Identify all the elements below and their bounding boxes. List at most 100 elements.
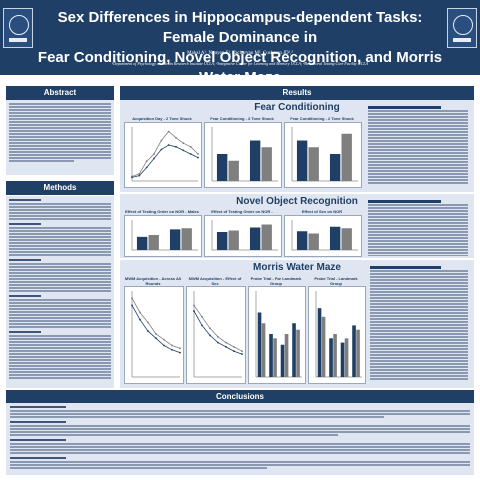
series-line-1 — [193, 305, 243, 352]
data-point — [225, 346, 227, 348]
chart-fear-acquisition — [124, 122, 202, 188]
chart-probe-far-landmark — [248, 286, 306, 384]
bar — [329, 226, 341, 250]
bar — [308, 147, 319, 181]
data-point — [175, 145, 177, 148]
mwm-panel: Morris Water Maze MWM Acquisition - Acro… — [120, 260, 474, 388]
bar — [228, 230, 239, 250]
bar — [329, 154, 341, 181]
ucla-logo-left — [3, 8, 33, 48]
series-line-2 — [131, 144, 199, 178]
chart-nor-males — [124, 215, 202, 257]
data-point — [201, 324, 203, 327]
icm-logo-right — [447, 8, 477, 48]
bar — [169, 229, 181, 250]
bar — [284, 334, 289, 377]
fear-conditioning-notes — [366, 104, 470, 188]
bar — [228, 160, 239, 181]
abstract-body — [6, 100, 114, 175]
logo-bar — [453, 38, 471, 42]
chart-title: Fear Conditioning - 2 Tone Shock — [290, 116, 354, 121]
data-point — [189, 145, 192, 148]
series-line-1 — [131, 298, 181, 349]
bar — [280, 344, 285, 377]
chart-fear-3-tone — [204, 122, 282, 188]
data-point — [241, 353, 243, 355]
bar — [296, 329, 300, 377]
bar — [216, 232, 228, 250]
data-point — [182, 149, 185, 152]
data-point — [209, 334, 211, 337]
data-point — [175, 136, 177, 139]
bar — [341, 133, 352, 181]
series-line-1 — [131, 130, 199, 177]
bar — [308, 233, 319, 250]
title-line-1: Sex Differences in Hippocampus-dependent… — [57, 9, 423, 46]
data-point — [179, 351, 181, 354]
data-point — [138, 174, 141, 177]
mwm-notes — [368, 264, 470, 384]
bar — [269, 334, 273, 377]
bar — [249, 140, 261, 181]
data-point — [217, 341, 219, 344]
data-point — [193, 310, 195, 312]
data-point — [131, 176, 133, 179]
bar — [216, 154, 228, 181]
nor-panel: Novel Object Recognition Effect of Testi… — [120, 194, 474, 258]
data-point — [233, 346, 235, 348]
data-point — [197, 156, 199, 159]
data-point — [145, 166, 148, 169]
data-point — [153, 153, 155, 155]
bar — [321, 316, 326, 377]
data-point — [197, 153, 199, 155]
data-point — [131, 304, 133, 307]
abstract-header: Abstract — [6, 86, 114, 100]
bar — [261, 323, 266, 377]
conclusions-body — [6, 403, 474, 475]
methods-header: Methods — [6, 181, 114, 195]
nor-title: Novel Object Recognition — [236, 196, 358, 207]
results-header: Results — [120, 86, 474, 100]
poster-header: Sex Differences in Hippocampus-dependent… — [0, 0, 480, 86]
data-point — [160, 139, 163, 142]
bar — [340, 342, 345, 377]
authors: Mahal A¹, Nguyen E¹, Tacharyan M², Cushm… — [187, 51, 293, 56]
bar — [352, 325, 356, 377]
data-point — [138, 172, 141, 175]
chart-title: Probe Trial - Landmark Group — [314, 276, 358, 286]
data-point — [167, 130, 170, 133]
chart-title: MWM Acquisition - Across All Rounds — [124, 276, 182, 286]
chart-nor-sex — [284, 215, 362, 257]
data-point — [147, 330, 149, 333]
bar — [261, 224, 272, 250]
data-point — [153, 157, 155, 160]
data-point — [182, 142, 185, 145]
conclusions-header: Conclusions — [6, 390, 474, 404]
seal-icon — [453, 15, 473, 35]
data-point — [193, 304, 195, 307]
data-point — [201, 315, 203, 318]
title-line-2: Fear Conditioning, Novel Object Recognit… — [37, 49, 443, 86]
bar — [148, 235, 159, 250]
bar — [333, 334, 337, 377]
data-point — [145, 160, 148, 163]
bar — [292, 323, 296, 377]
seal-icon — [9, 15, 29, 35]
nor-notes — [366, 198, 470, 256]
data-point — [131, 297, 133, 300]
data-point — [139, 311, 141, 314]
bar — [341, 228, 352, 250]
data-point — [171, 348, 173, 351]
bar — [296, 231, 308, 250]
chart-mwm-all-rounds — [124, 286, 184, 384]
mwm-title: Morris Water Maze — [253, 262, 341, 273]
fear-conditioning-title: Fear Conditioning — [254, 102, 340, 113]
chart-fear-2-tone — [284, 122, 362, 188]
bar — [317, 308, 322, 377]
logo-bar — [9, 38, 27, 42]
data-point — [160, 148, 163, 151]
bar — [136, 236, 148, 250]
chart-title: MWM Acquisition - Effect of Sex — [188, 276, 242, 286]
data-point — [189, 153, 192, 155]
data-point — [233, 350, 235, 353]
